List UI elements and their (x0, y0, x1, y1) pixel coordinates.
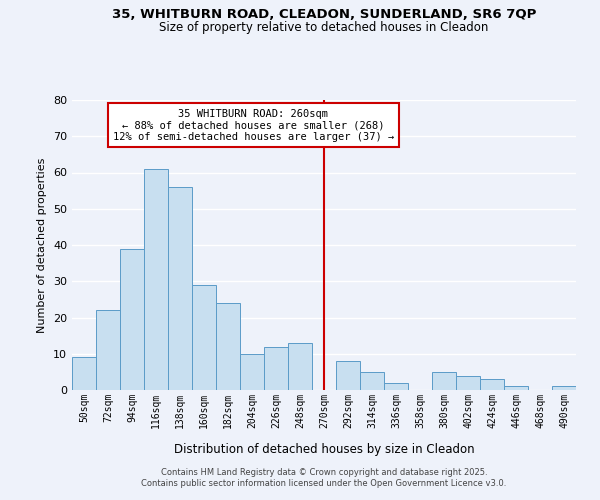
Bar (552, 386, 576, 390)
Text: Distribution of detached houses by size in Cleadon: Distribution of detached houses by size … (173, 442, 475, 456)
Bar (504, 386, 528, 390)
Bar (432, 372, 456, 390)
Bar (168, 187, 192, 390)
Bar (456, 376, 480, 390)
Text: Size of property relative to detached houses in Cleadon: Size of property relative to detached ho… (160, 21, 488, 34)
Bar (264, 346, 288, 390)
Bar (480, 379, 504, 390)
Bar (144, 169, 168, 390)
Text: 35 WHITBURN ROAD: 260sqm
← 88% of detached houses are smaller (268)
12% of semi-: 35 WHITBURN ROAD: 260sqm ← 88% of detach… (113, 108, 394, 142)
Bar (288, 343, 312, 390)
Y-axis label: Number of detached properties: Number of detached properties (37, 158, 47, 332)
Bar (120, 248, 144, 390)
Bar (216, 303, 240, 390)
Bar (360, 372, 384, 390)
Bar (384, 383, 408, 390)
Bar (336, 361, 360, 390)
Bar (192, 285, 216, 390)
Text: Contains HM Land Registry data © Crown copyright and database right 2025.
Contai: Contains HM Land Registry data © Crown c… (142, 468, 506, 487)
Text: 35, WHITBURN ROAD, CLEADON, SUNDERLAND, SR6 7QP: 35, WHITBURN ROAD, CLEADON, SUNDERLAND, … (112, 8, 536, 20)
Bar (72, 358, 96, 390)
Bar (96, 310, 120, 390)
Bar (240, 354, 264, 390)
